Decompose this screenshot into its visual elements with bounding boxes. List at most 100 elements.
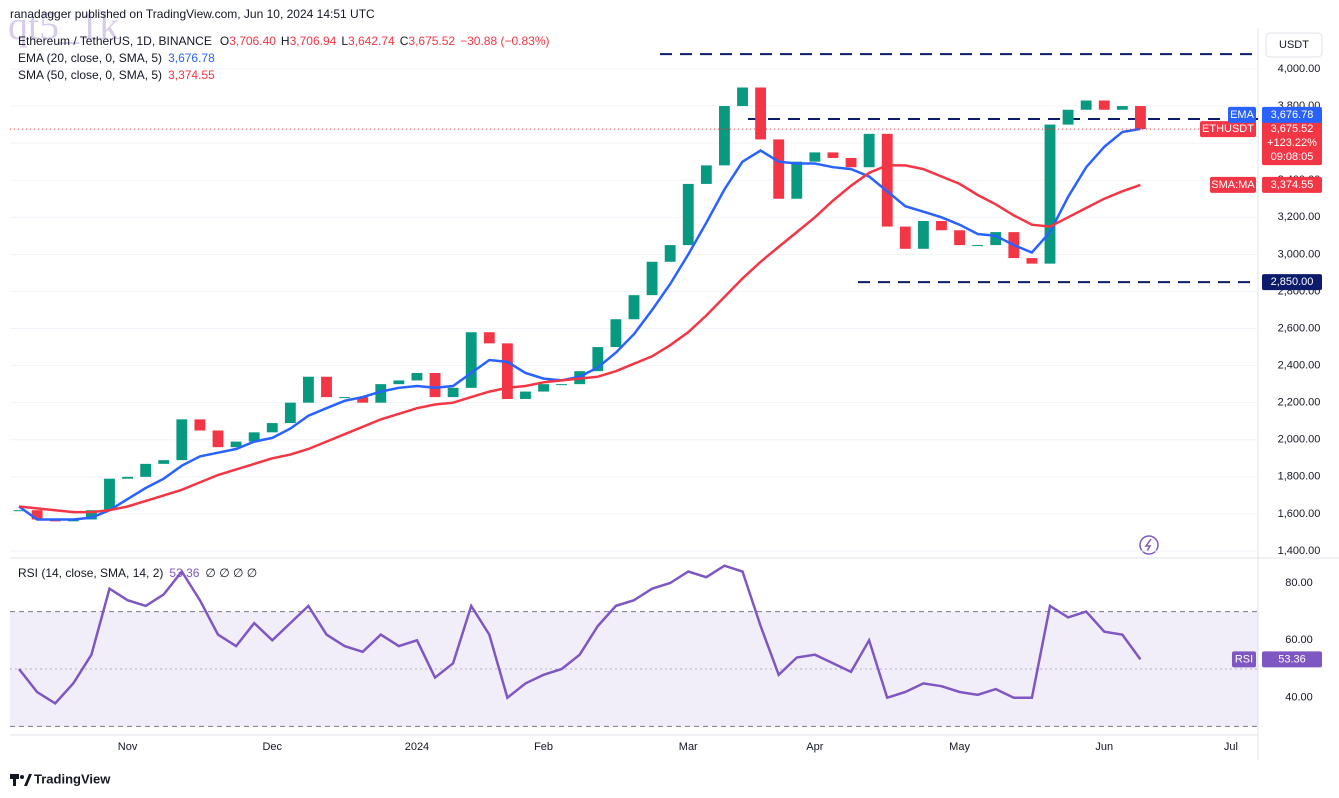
candle (863, 133, 875, 168)
brand-logo (10, 774, 32, 786)
ohlc-key: C (400, 34, 409, 48)
candle (321, 376, 332, 398)
candle (936, 220, 947, 231)
x-tick-label: 2024 (405, 741, 429, 753)
rsi-name-box (1232, 651, 1256, 668)
candle (1098, 100, 1110, 110)
x-tick-label: Mar (679, 741, 698, 753)
level-tag-box (1262, 274, 1322, 291)
candle (664, 245, 676, 262)
watermark: qt5_1k (8, 3, 119, 48)
candle (447, 387, 459, 398)
candle (501, 343, 513, 399)
candle (266, 423, 278, 433)
rsi-extra: ∅ ∅ ∅ ∅ (205, 566, 257, 580)
ohlc-key: H (281, 34, 290, 48)
ohlc-key: O (220, 34, 229, 48)
candle (809, 152, 821, 162)
candle (1080, 100, 1092, 110)
candle (140, 463, 152, 477)
candle (610, 319, 622, 348)
countdown: 09:08:05 (1271, 151, 1314, 163)
candle (393, 380, 405, 385)
candle (773, 139, 785, 199)
lightning-icon[interactable] (1139, 535, 1159, 555)
candle (212, 430, 224, 448)
indicator-legend: SMA (50, close, 0, SMA, 5) 3,374.55 (18, 68, 215, 82)
ema-tag-box (1262, 106, 1322, 123)
candle (357, 397, 369, 403)
candle (899, 226, 911, 249)
x-tick-label: May (949, 741, 970, 753)
legend-line: Ethereum / TetherUS, 1D, BINANCE O3,706.4… (18, 34, 550, 48)
y-tick-label: 3,000.00 (1278, 248, 1321, 260)
indicator-value: 3,374.55 (168, 68, 215, 82)
candle (1026, 258, 1038, 264)
y-tick-label: 2,400.00 (1278, 360, 1321, 372)
x-tick-label: Feb (534, 741, 553, 753)
ohlc-value: 3,706.40 (229, 34, 276, 48)
candle (592, 347, 604, 372)
currency[interactable]: USDT (1279, 39, 1309, 51)
price-name: ETHUSDT (1202, 123, 1254, 135)
rsi-title: RSI (14, close, SMA, 14, 2) (18, 566, 163, 580)
candle (990, 232, 1002, 246)
y-tick-label: 1,400.00 (1278, 545, 1321, 557)
rsi-tag: 53.36 (1278, 653, 1306, 665)
ohlc-value: 3,675.52 (408, 34, 455, 48)
rsi-legend: RSI (14, close, SMA, 14, 2) 53.36 ∅ ∅ ∅ ∅ (18, 566, 257, 580)
candle (556, 384, 568, 386)
price-tag: 3,675.52 (1271, 123, 1314, 135)
rsi-tick-label: 80.00 (1285, 577, 1313, 589)
y-tick-label: 2,000.00 (1278, 434, 1321, 446)
candle (411, 373, 423, 381)
rsi-tick-label: 40.00 (1285, 692, 1313, 704)
sma-name: SMA:MA (1211, 179, 1255, 191)
currency-button[interactable] (1265, 32, 1323, 58)
sma-tag-box (1262, 176, 1322, 193)
price-tag-box (1262, 121, 1322, 166)
candle (176, 419, 188, 461)
change: −30.88 (−0.83%) (460, 34, 549, 48)
candle (194, 419, 206, 431)
y-tick-label: 1,600.00 (1278, 508, 1321, 520)
y-tick-label: 3,200.00 (1278, 211, 1321, 223)
candle (520, 391, 531, 399)
candle (339, 397, 351, 399)
x-tick-label: Apr (806, 741, 823, 753)
candle (954, 230, 965, 246)
ema-name: EMA (1230, 109, 1255, 121)
ohlc-key: L (341, 34, 348, 48)
symbol: Ethereum / TetherUS, 1D, BINANCE (18, 34, 212, 48)
ema-tag: 3,676.78 (1271, 109, 1314, 121)
candle (1062, 109, 1074, 125)
candle (628, 295, 640, 320)
candle (646, 261, 658, 296)
candle (104, 478, 115, 511)
indicator-name: SMA (50, close, 0, SMA, 5) (18, 68, 162, 82)
indicator-name: EMA (20, close, 0, SMA, 5) (18, 51, 162, 65)
candle (483, 332, 495, 344)
candle (1044, 124, 1056, 264)
indicator-line (18, 564, 1142, 706)
brand: TradingView (34, 771, 111, 786)
y-tick-label: 4,000.00 (1278, 63, 1321, 75)
candle (700, 165, 712, 184)
y-tick-label: 2,600.00 (1278, 322, 1321, 334)
candle (230, 441, 242, 448)
level-tag: 2,850.00 (1271, 276, 1314, 288)
candle (429, 373, 441, 398)
candle (465, 332, 477, 388)
candle (158, 460, 170, 464)
ohlc-value: 3,642.74 (348, 34, 395, 48)
price-name-box (1200, 121, 1256, 138)
candle (303, 376, 314, 403)
rsi-tick-label: 60.00 (1285, 634, 1313, 646)
candle (122, 476, 133, 479)
sma-tag: 3,374.55 (1271, 179, 1314, 191)
candle (31, 510, 43, 520)
rsi-name: RSI (1235, 653, 1253, 665)
candle (827, 152, 839, 158)
